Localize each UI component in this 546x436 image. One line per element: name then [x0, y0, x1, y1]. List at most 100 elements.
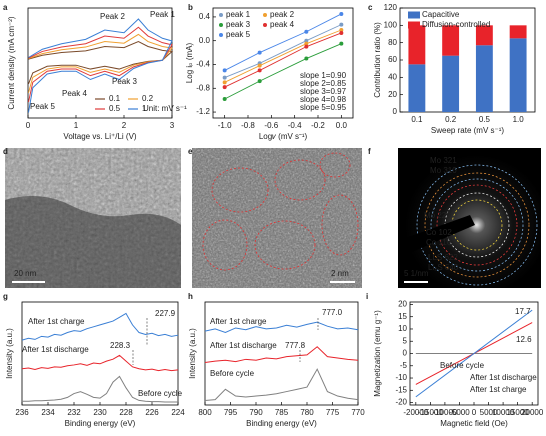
particle-outlines: [202, 152, 359, 271]
x-tick-label: 800: [198, 408, 212, 417]
x-tick-label: 770: [351, 408, 365, 417]
series-line: [21, 312, 179, 341]
value-label: 17.7: [515, 307, 531, 316]
fit-line: [224, 32, 342, 88]
x-tick-label: 0.2: [445, 115, 457, 124]
ring-label: Mo 310: [430, 166, 457, 175]
annotation: slope 4=0.98: [300, 95, 347, 104]
y-axis-label: Log iₚ (mA): [185, 43, 194, 84]
x-tick-label: 224: [171, 408, 185, 417]
bar-segment: [408, 64, 426, 112]
x-axis-label: Binding energy (eV): [246, 419, 317, 428]
x-tick-label: -0.4: [288, 121, 302, 130]
y-tick-label: 0.0: [199, 36, 211, 45]
series-label: After 1st charge: [210, 317, 267, 326]
x-tick-label: 232: [67, 408, 81, 417]
legend-label: Diffusion-controlled: [422, 20, 490, 29]
data-point: [257, 79, 262, 84]
legend-swatch: [263, 23, 267, 27]
data-point: [304, 44, 309, 49]
x-tick-label: 226: [145, 408, 159, 417]
data-point: [304, 41, 309, 46]
data-point: [257, 68, 262, 73]
series-line: [22, 375, 178, 403]
legend-swatch: [408, 11, 420, 19]
y-axis-label: Magnetization (emu g⁻¹): [373, 310, 382, 397]
legend-swatch: [219, 23, 223, 27]
x-axis-label: Sweep rate (mV s⁻¹): [431, 126, 504, 135]
series-line: [204, 368, 359, 402]
legend-label: 0.5: [109, 104, 121, 113]
x-tick-label: -15000: [418, 408, 443, 417]
series-label: After 1st charge: [28, 317, 85, 326]
x-tick-label: 795: [224, 408, 238, 417]
plot-frame: [212, 7, 354, 119]
legend-label: 0.1: [109, 94, 121, 103]
series-line: [204, 346, 359, 363]
x-tick-label: 230: [93, 408, 107, 417]
data-point: [304, 29, 309, 34]
y-tick-label: -1.2: [196, 107, 210, 116]
panel-label: f: [368, 147, 371, 156]
x-tick-label: -20000: [403, 408, 428, 417]
y-tick-label: -10: [395, 373, 407, 382]
ring-label: Co 102: [426, 228, 452, 237]
beam-stop: [400, 215, 475, 255]
legend-label: 1: [142, 104, 147, 113]
legend-swatch: [263, 13, 267, 17]
plot-frame: [27, 7, 173, 119]
data-point: [222, 68, 227, 73]
data-point: [304, 56, 309, 61]
ring-label: Mo 321: [430, 156, 457, 165]
x-tick-label: 3: [170, 121, 175, 130]
x-tick-label: -0.6: [264, 121, 278, 130]
panel-label: c: [368, 3, 373, 12]
x-axis-label: Voltage vs. Li⁺/Li (V): [63, 132, 136, 141]
data-point: [222, 85, 227, 90]
y-axis-label: Intensity (a.u.): [188, 328, 197, 379]
data-point: [304, 38, 309, 43]
y-tick-label: 0: [403, 349, 408, 358]
scale-bar-label: 5 1/nm: [404, 269, 429, 278]
bar-segment: [509, 38, 527, 113]
x-tick-label: 1.0: [513, 115, 525, 124]
legend-label: peak 1: [226, 10, 251, 19]
annotation: slope 1=0.90: [300, 71, 347, 80]
x-tick-label: -5000: [449, 408, 470, 417]
legend-label: peak 3: [226, 20, 251, 29]
y-tick-label: -0.8: [196, 83, 210, 92]
x-tick-label: 20000: [521, 408, 544, 417]
series-label: After 1st charge: [470, 385, 527, 394]
y-tick-label: 10: [398, 324, 407, 333]
x-tick-label: 790: [249, 408, 263, 417]
x-axis-label: Log𝑣 (mV s⁻¹): [259, 132, 308, 141]
data-point: [339, 11, 344, 16]
annotation: 228.3: [110, 341, 131, 350]
legend-label: peak 2: [270, 10, 295, 19]
data-point: [339, 28, 344, 32]
legend-label: 0.2: [142, 94, 154, 103]
legend-label: peak 4: [270, 20, 295, 29]
hrtem-texture: [192, 148, 362, 288]
ring-label: Li₂S 640: [428, 263, 459, 272]
fit-line: [224, 43, 342, 100]
legend-swatch: [408, 21, 420, 29]
legend-swatch: [219, 13, 223, 17]
x-tick-label: 0.1: [411, 115, 423, 124]
fit-line: [224, 29, 342, 83]
series-line: [27, 33, 173, 93]
bar-segment: [475, 45, 493, 113]
ring-label: Mo 220: [424, 211, 451, 220]
ring-label: Co 110: [426, 238, 452, 247]
series-label: Before cycle: [138, 389, 183, 398]
annotation: Peak 4: [62, 89, 87, 98]
data-point: [222, 96, 227, 101]
series-label: After 1st discharge: [22, 345, 89, 354]
data-point: [257, 63, 262, 68]
fit-line: [224, 24, 342, 78]
y-tick-label: 0: [393, 107, 398, 116]
data-point: [257, 50, 262, 55]
y-tick-label: -0.4: [196, 60, 210, 69]
annotation: 777.8: [285, 341, 306, 350]
x-tick-label: 785: [275, 408, 289, 417]
